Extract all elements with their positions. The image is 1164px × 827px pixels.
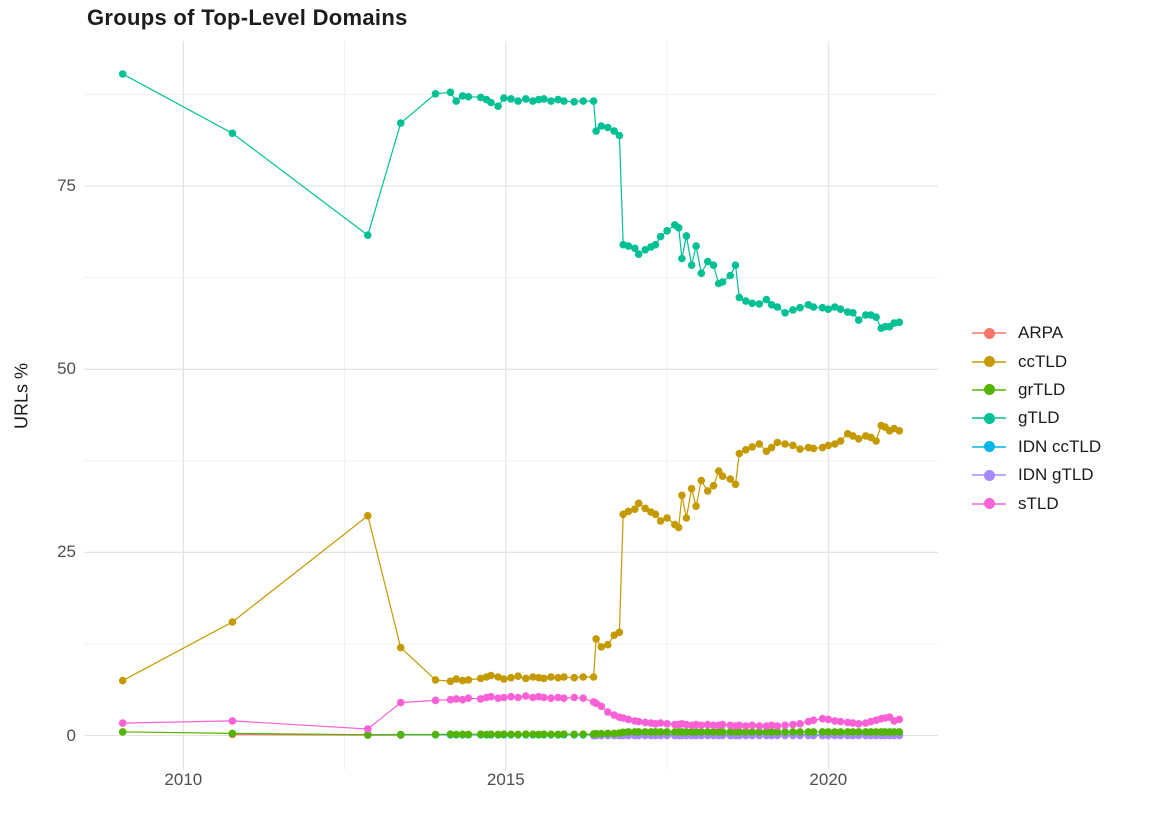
legend-key-icon: [972, 326, 1006, 340]
legend-key-icon: [972, 440, 1006, 454]
y-tick-label: 0: [66, 725, 76, 745]
chart-title: Groups of Top-Level Domains: [87, 5, 408, 30]
legend-label: gTLD: [1018, 408, 1060, 428]
x-tick-label: 2015: [486, 770, 525, 789]
legend-item-grtld: grTLD: [972, 376, 1101, 404]
legend-item-arpa: ARPA: [972, 319, 1101, 347]
x-tick-label: 2020: [809, 770, 848, 789]
legend-key-icon: [972, 383, 1006, 397]
x-tick-label: 2010: [164, 770, 203, 789]
legend-label: IDN gTLD: [1018, 465, 1094, 485]
legend-key-icon: [972, 468, 1006, 482]
legend-label: IDN ccTLD: [1018, 436, 1102, 456]
legend-item-gtld: gTLD: [972, 404, 1101, 432]
legend-item-stld: sTLD: [972, 489, 1101, 517]
legend-item-cctld: ccTLD: [972, 347, 1101, 375]
legend-label: ccTLD: [1018, 351, 1068, 371]
legend-item-idn-gtld: IDN gTLD: [972, 461, 1101, 489]
legend-item-idn-cctld: IDN ccTLD: [972, 433, 1101, 461]
y-tick-label: 50: [57, 359, 76, 379]
legend-label: sTLD: [1018, 493, 1059, 513]
legend-label: grTLD: [1018, 379, 1066, 399]
legend: ARPA ccTLD grTLD gTLD IDN ccTLD IDN gTLD…: [972, 319, 1101, 518]
y-tick-label: 25: [57, 542, 76, 562]
legend-key-icon: [972, 411, 1006, 425]
legend-key-icon: [972, 497, 1006, 511]
legend-label: ARPA: [1018, 323, 1064, 343]
y-tick-label: 75: [57, 176, 76, 196]
legend-key-icon: [972, 355, 1006, 369]
